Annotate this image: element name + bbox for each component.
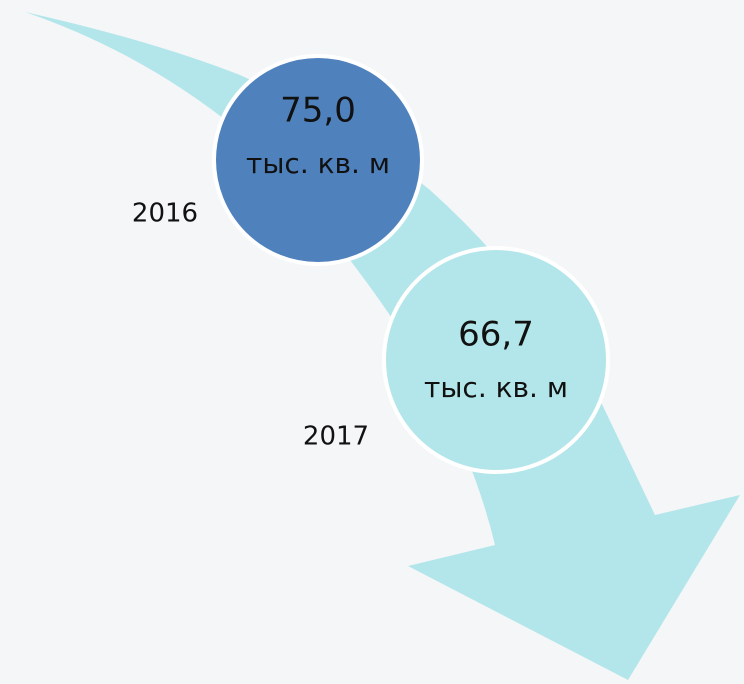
- curved-arrow: [25, 12, 740, 680]
- node-unit: тыс. кв. м: [246, 147, 390, 180]
- node-value: 75,0: [280, 91, 356, 131]
- node-circle: [382, 246, 610, 474]
- node-year: 2017: [303, 422, 369, 452]
- node-circle: [212, 54, 424, 266]
- node-unit: тыс. кв. м: [424, 371, 568, 404]
- node-year: 2016: [132, 199, 198, 229]
- node-value: 66,7: [458, 315, 534, 355]
